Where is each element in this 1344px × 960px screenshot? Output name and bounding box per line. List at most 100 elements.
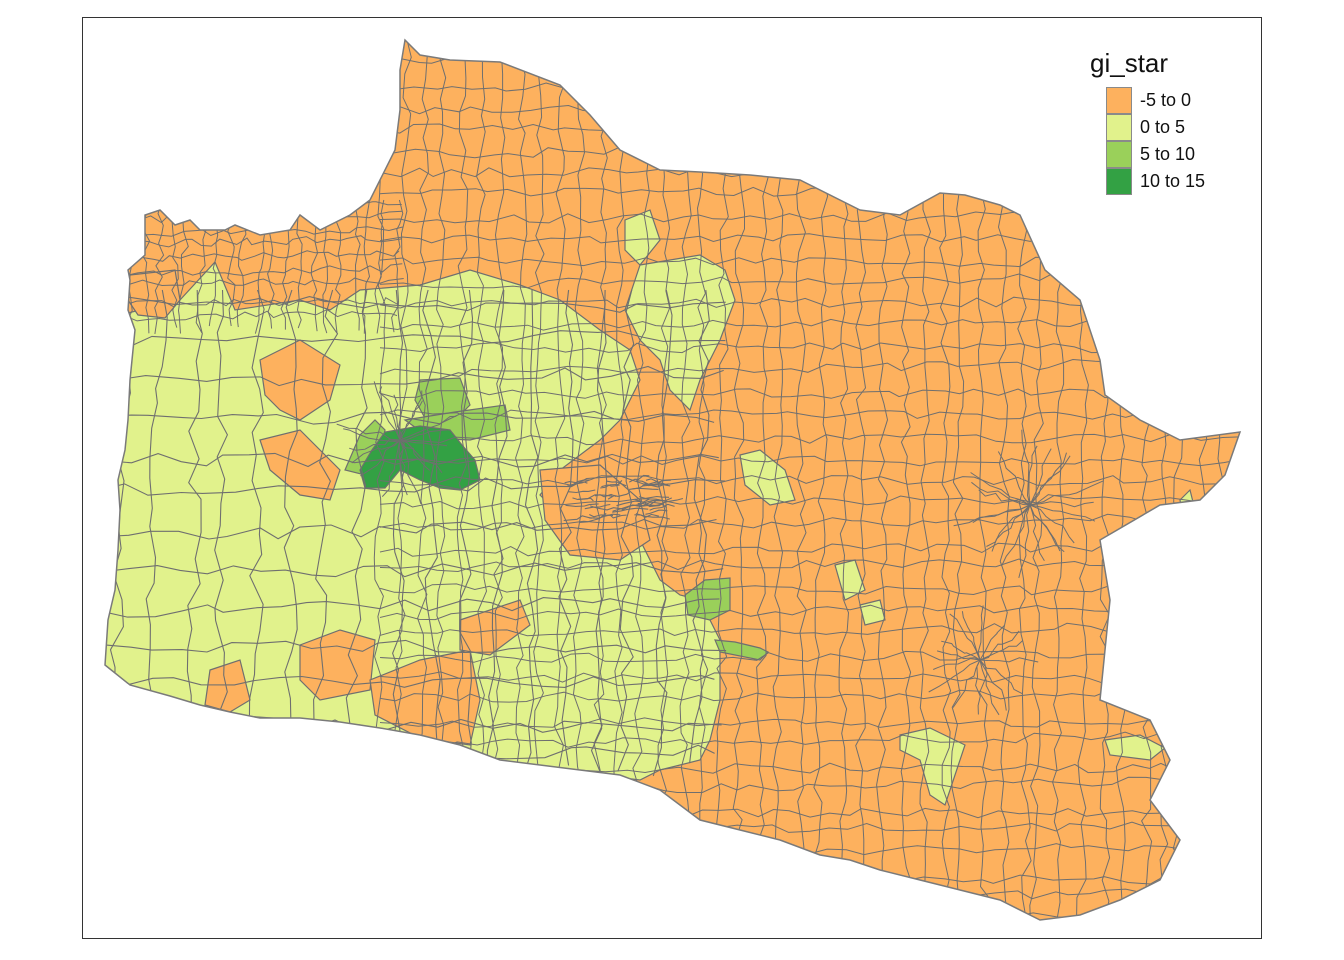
district-boundary [379, 433, 1240, 446]
district-boundary [393, 394, 401, 441]
region-east-light-2[interactable] [859, 599, 886, 626]
district-boundary [979, 659, 1000, 716]
legend-items: -5 to 0 0 to 5 5 to 10 10 to 15 [1088, 87, 1205, 195]
district-boundary [979, 630, 1020, 661]
district-boundary [379, 540, 1240, 557]
region-east-light-3[interactable] [899, 727, 966, 806]
district-boundary [997, 451, 1031, 506]
district-boundary [645, 509, 668, 515]
regions-layer [105, 40, 1240, 920]
district-boundary [379, 555, 1240, 573]
district-boundary [105, 518, 717, 540]
district-boundary [637, 499, 660, 505]
district-boundary [105, 675, 715, 688]
district-boundary [399, 390, 423, 441]
district-boundary [634, 498, 659, 508]
district-boundary [970, 472, 1031, 506]
region-north-light-2[interactable] [624, 254, 736, 412]
district-boundary [379, 455, 1240, 467]
legend-swatch [1106, 87, 1132, 114]
district-boundary [652, 289, 673, 777]
district-boundary [422, 289, 441, 773]
district-boundary [379, 717, 1240, 728]
legend-swatch [1106, 168, 1132, 195]
legend-label: -5 to 0 [1140, 90, 1192, 110]
province-outline [104, 38, 1242, 921]
district-boundary [1029, 455, 1071, 506]
district-boundary [105, 295, 726, 313]
district-boundary [603, 514, 627, 519]
district-boundary [568, 489, 596, 494]
district-boundary [657, 40, 672, 920]
district-boundary [105, 562, 724, 578]
map-legend: gi_star -5 to 0 0 to 5 5 to 10 10 to 15 [1088, 48, 1205, 195]
district-boundary [248, 289, 265, 771]
district-boundary [979, 640, 1023, 661]
district-boundary [129, 263, 403, 277]
legend-item: -5 to 0 [1088, 87, 1205, 114]
district-boundary [186, 289, 203, 775]
district-boundary [399, 415, 457, 441]
district-boundary [399, 439, 443, 473]
district-boundary [354, 199, 361, 331]
district-boundary [612, 507, 649, 513]
district-boundary [154, 199, 165, 334]
district-boundary [177, 199, 189, 334]
legend-swatch [1106, 141, 1132, 168]
legend-title: gi_star [1090, 48, 1169, 78]
district-boundary [351, 439, 401, 464]
district-boundary [695, 40, 709, 920]
district-boundary [772, 40, 787, 920]
district-boundary [594, 493, 617, 498]
district-boundary [689, 289, 710, 764]
region-north-light-3[interactable] [739, 449, 796, 506]
district-boundary [105, 639, 727, 654]
district-boundary [283, 289, 298, 768]
district-boundary [129, 277, 404, 287]
region-orange-pocket-7[interactable] [459, 599, 531, 656]
region-east-light-1[interactable] [834, 559, 866, 601]
district-boundary [379, 409, 1240, 421]
region-east-light-4[interactable] [1104, 734, 1167, 761]
district-boundary [621, 502, 649, 511]
district-boundary [949, 613, 981, 661]
district-boundary [565, 503, 599, 507]
district-boundary [399, 439, 422, 505]
legend-item: 0 to 5 [1088, 114, 1205, 141]
district-boundary [378, 386, 401, 441]
district-boundary [399, 439, 447, 447]
district-boundary [373, 381, 401, 441]
legend-label: 10 to 15 [1140, 171, 1206, 191]
district-boundary [374, 199, 385, 334]
district-boundary [605, 480, 627, 487]
district-boundary [379, 650, 1236, 663]
legend-label: 0 to 5 [1140, 117, 1186, 137]
district-boundary [349, 438, 401, 451]
district-boundary [379, 601, 1240, 621]
region-north-light-1[interactable] [624, 209, 661, 266]
district-boundary [642, 482, 669, 487]
region-orange-pocket-4[interactable] [299, 629, 376, 701]
district-boundary [1029, 504, 1075, 544]
region-orange-pocket-3[interactable] [259, 429, 341, 501]
region-orange-pocket-8[interactable] [539, 464, 651, 561]
district-boundary [607, 491, 631, 500]
district-boundary [361, 199, 371, 334]
district-boundary [391, 199, 404, 333]
district-boundary [941, 640, 981, 661]
district-boundary [638, 495, 670, 499]
district-boundary [979, 659, 1023, 695]
district-boundary [1018, 504, 1031, 579]
district-boundary [379, 910, 1240, 920]
district-boundary [972, 504, 1031, 524]
district-boundary [459, 289, 474, 766]
district-boundary [558, 289, 574, 766]
region-orange-pocket-5[interactable] [204, 659, 251, 713]
district-boundary [343, 428, 401, 442]
district-boundary [1029, 504, 1061, 552]
district-boundary [313, 289, 339, 777]
district-boundary [1029, 504, 1096, 522]
district-boundary [1028, 445, 1038, 506]
district-boundary [564, 481, 588, 484]
